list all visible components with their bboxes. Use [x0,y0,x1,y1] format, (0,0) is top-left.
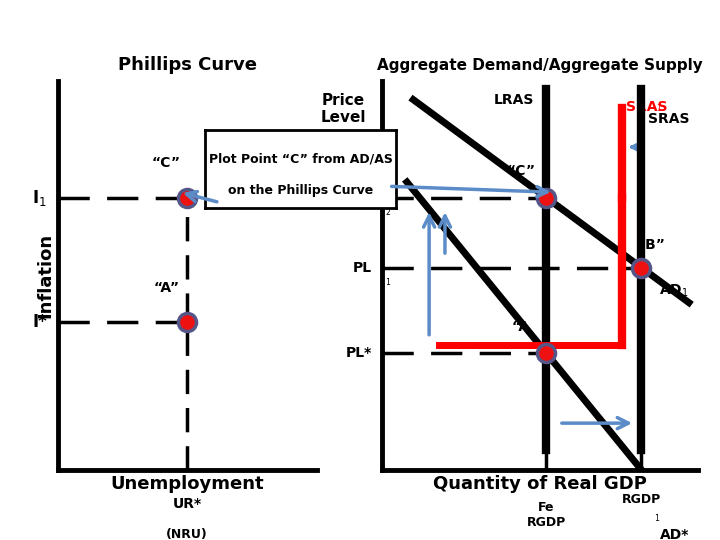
Text: $_1$: $_1$ [654,512,660,525]
Text: PL: PL [353,261,372,275]
Text: “B”: “B” [636,238,665,252]
Text: “C”: “C” [506,164,536,178]
Y-axis label: Inflation: Inflation [37,233,55,318]
Text: “C”: “C” [152,157,181,171]
Text: Fe
RGDP: Fe RGDP [527,501,566,529]
X-axis label: Unemployment: Unemployment [110,475,264,494]
Text: $_1$: $_1$ [384,277,391,289]
X-axis label: Quantity of Real GDP: Quantity of Real GDP [433,475,647,494]
Title: Phillips Curve: Phillips Curve [117,56,257,74]
Text: LRAS: LRAS [493,93,534,107]
Text: SRAS: SRAS [648,112,689,126]
Text: UR*: UR* [173,497,202,511]
Text: Plot Point “C” from AD/AS: Plot Point “C” from AD/AS [209,153,392,166]
Text: PL*: PL* [346,346,372,360]
Text: RGDP: RGDP [622,493,661,506]
Text: PL: PL [353,191,372,205]
Title: Aggregate Demand/Aggregate Supply: Aggregate Demand/Aggregate Supply [377,58,703,73]
Text: on the Phillips Curve: on the Phillips Curve [228,184,373,197]
Text: (NRU): (NRU) [166,528,208,540]
Text: “A: “A [512,320,530,334]
Text: AD*: AD* [660,528,689,540]
Text: Price
Level: Price Level [321,93,366,125]
Text: I*: I* [32,313,48,331]
Text: SRAS: SRAS [626,100,667,114]
Text: “A”: “A” [153,281,179,295]
Text: $_1$: $_1$ [656,103,662,115]
Text: $_2$: $_2$ [384,207,391,219]
Text: AD$_1$: AD$_1$ [660,282,689,299]
Text: I$_1$: I$_1$ [32,187,48,208]
